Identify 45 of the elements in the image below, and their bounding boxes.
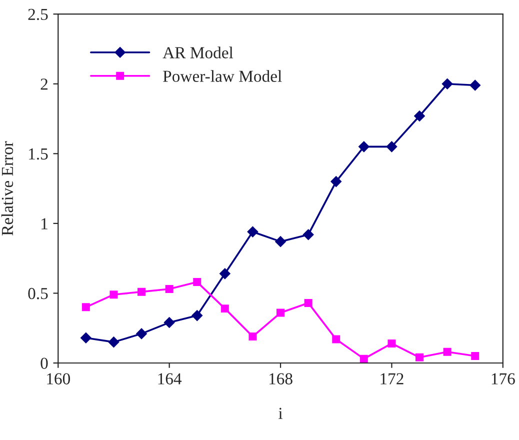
- point: [138, 288, 146, 296]
- legend-label: Power-law Model: [163, 70, 282, 82]
- point: [304, 298, 312, 307]
- x-tick-label: 168: [269, 373, 292, 384]
- point: [80, 332, 92, 344]
- x-tick-label: 160: [47, 373, 70, 384]
- y-axis-title: Relative Error: [1, 141, 14, 236]
- point: [165, 285, 174, 294]
- x-tick-label: 164: [158, 373, 182, 384]
- y-tick-label: 0.5: [28, 288, 48, 300]
- y-tick-label: 1: [42, 218, 48, 230]
- y-tick-label: 2.5: [28, 8, 48, 20]
- y-tick-label: 2: [40, 78, 48, 90]
- y-tick-label: 0: [40, 358, 48, 369]
- point: [414, 110, 425, 122]
- point: [443, 348, 452, 356]
- point: [388, 339, 396, 348]
- point: [164, 317, 175, 328]
- point: [471, 352, 480, 360]
- point: [275, 236, 286, 248]
- point: [193, 278, 202, 286]
- point: [136, 328, 147, 340]
- point: [110, 290, 118, 299]
- point: [247, 226, 258, 238]
- point: [108, 336, 120, 348]
- x-tick-label: 172: [380, 373, 404, 384]
- point: [248, 332, 257, 340]
- point: [219, 268, 230, 280]
- point: [416, 353, 424, 362]
- x-axis-title: i: [278, 408, 283, 419]
- point: [442, 78, 453, 90]
- point: [386, 141, 398, 152]
- point: [276, 308, 285, 317]
- point: [360, 354, 368, 363]
- point: [82, 303, 90, 312]
- point: [332, 335, 340, 344]
- point: [302, 229, 314, 240]
- point: [220, 304, 229, 313]
- legend-label: AR Model: [162, 46, 234, 58]
- point: [192, 310, 203, 321]
- x-tick-label: 176: [492, 373, 515, 384]
- y-tick-label: 1.5: [29, 148, 48, 160]
- point: [330, 176, 342, 187]
- point: [470, 80, 481, 91]
- point: [358, 141, 370, 152]
